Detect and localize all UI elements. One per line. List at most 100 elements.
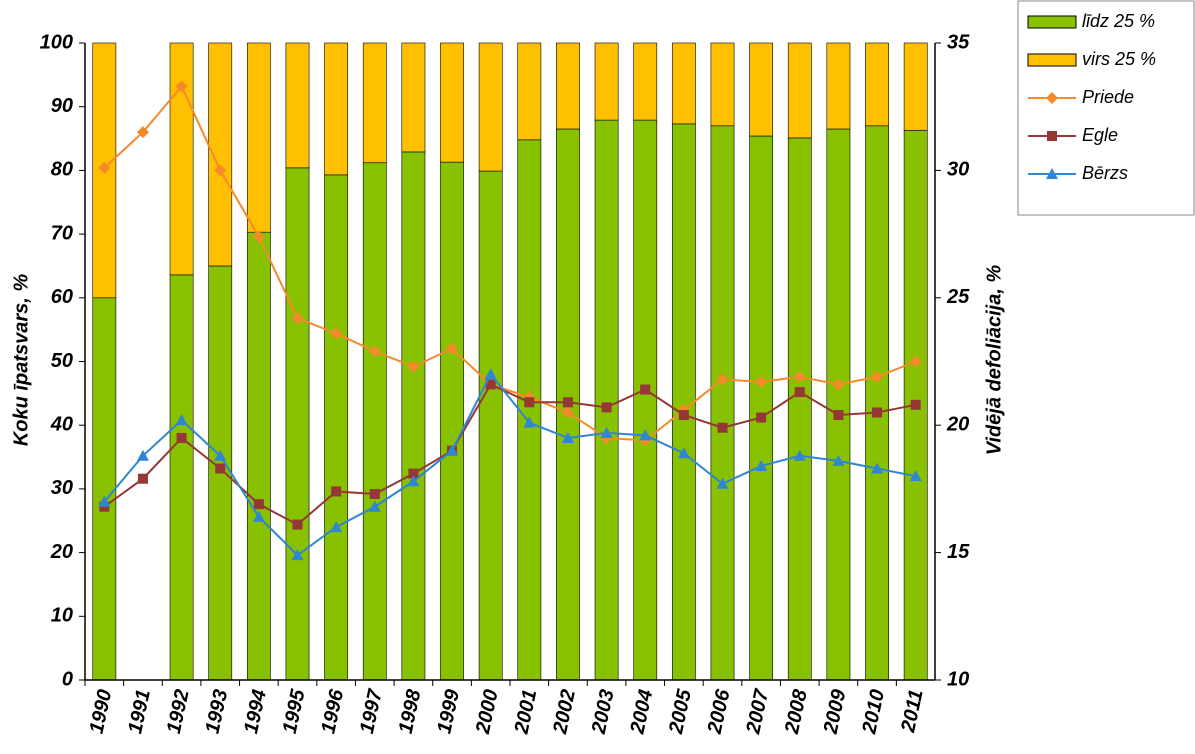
bar (478, 170, 503, 681)
x-tick-label: 2003 (588, 688, 619, 737)
x-tick-label: 2008 (781, 687, 812, 737)
bar (401, 151, 426, 681)
marker (176, 432, 187, 443)
marker (909, 470, 922, 482)
bar (246, 231, 271, 681)
marker (909, 355, 922, 368)
marker (833, 410, 844, 421)
x-tick-label: 1998 (395, 687, 426, 736)
y-tick-label: 0 (62, 668, 73, 690)
bar (865, 42, 889, 127)
x-tick-label: 1992 (163, 688, 194, 736)
legend-marker (1046, 92, 1058, 104)
x-tick-label: 2002 (549, 688, 580, 737)
legend-box (1017, 0, 1195, 216)
bar (169, 42, 194, 276)
marker (214, 449, 227, 461)
marker (252, 510, 265, 522)
bar (749, 135, 774, 681)
marker (292, 519, 303, 530)
marker (677, 447, 690, 459)
legend-label: virs 25 % (1082, 49, 1156, 69)
marker (291, 549, 304, 561)
y2-tick-label: 20 (946, 413, 969, 435)
marker (98, 161, 111, 174)
x-tick-label: 1999 (433, 687, 464, 736)
x-tick-label: 1996 (317, 687, 348, 736)
bar (787, 137, 812, 681)
legend-swatch (1027, 15, 1077, 29)
y-tick-label: 30 (51, 477, 73, 499)
marker (601, 402, 612, 413)
marker (523, 416, 536, 428)
marker (291, 312, 304, 325)
marker (407, 360, 420, 373)
bar (594, 119, 619, 681)
marker (524, 397, 535, 408)
legend-marker (1047, 131, 1057, 141)
bar (92, 297, 117, 681)
y-tick-label: 20 (50, 541, 73, 563)
marker (678, 410, 689, 421)
marker (331, 486, 342, 497)
bar (401, 42, 426, 153)
marker (252, 230, 265, 243)
y-tick-label: 100 (40, 31, 73, 53)
marker (446, 342, 459, 355)
bar (710, 42, 735, 127)
bar (787, 42, 812, 139)
marker (253, 499, 264, 510)
x-tick-label: 1991 (124, 688, 155, 736)
legend-label: Bērzs (1082, 163, 1128, 183)
legend-marker (1046, 168, 1058, 179)
marker (369, 488, 380, 499)
y-tick-label: 80 (51, 159, 73, 181)
legend: līdz 25 % virs 25 % Priede Egle Bērzs (1027, 11, 1156, 183)
bar (440, 161, 464, 681)
bar (324, 174, 349, 681)
marker (872, 407, 883, 418)
x-tick-label: 1994 (240, 688, 271, 736)
marker (175, 414, 188, 426)
bar (208, 42, 233, 267)
marker (755, 459, 768, 471)
legend-label: līdz 25 % (1082, 11, 1155, 31)
marker (793, 370, 806, 383)
marker (717, 422, 728, 433)
legend-label: Egle (1082, 125, 1118, 145)
marker (600, 426, 613, 438)
y2-tick-label: 35 (947, 31, 970, 53)
marker (716, 477, 729, 489)
bar (865, 125, 889, 681)
marker (137, 473, 148, 484)
bar (517, 42, 542, 141)
y2-tick-label: 10 (947, 668, 969, 690)
x-tick-label: 1993 (202, 688, 233, 736)
marker (330, 521, 343, 533)
bar (633, 42, 658, 121)
x-tick-label: 2011 (897, 688, 928, 736)
marker (755, 375, 768, 388)
bar (440, 42, 464, 163)
bar (671, 123, 696, 681)
marker (330, 327, 343, 340)
marker (215, 463, 226, 474)
marker (756, 412, 767, 423)
x-tick-label: 1995 (279, 687, 310, 736)
x-tick-label: 2004 (626, 688, 657, 737)
marker (871, 370, 884, 383)
legend-swatch (1027, 53, 1077, 67)
marker (561, 431, 574, 443)
marker (446, 444, 459, 456)
bar (478, 42, 503, 172)
bar (324, 42, 349, 176)
y2-tick-label: 30 (947, 159, 969, 181)
marker (832, 454, 845, 466)
marker (408, 468, 419, 479)
marker (910, 399, 921, 410)
x-tick-label: 2007 (742, 687, 773, 737)
marker (175, 80, 188, 93)
bar (362, 162, 387, 681)
y-tick-label: 40 (50, 413, 73, 435)
